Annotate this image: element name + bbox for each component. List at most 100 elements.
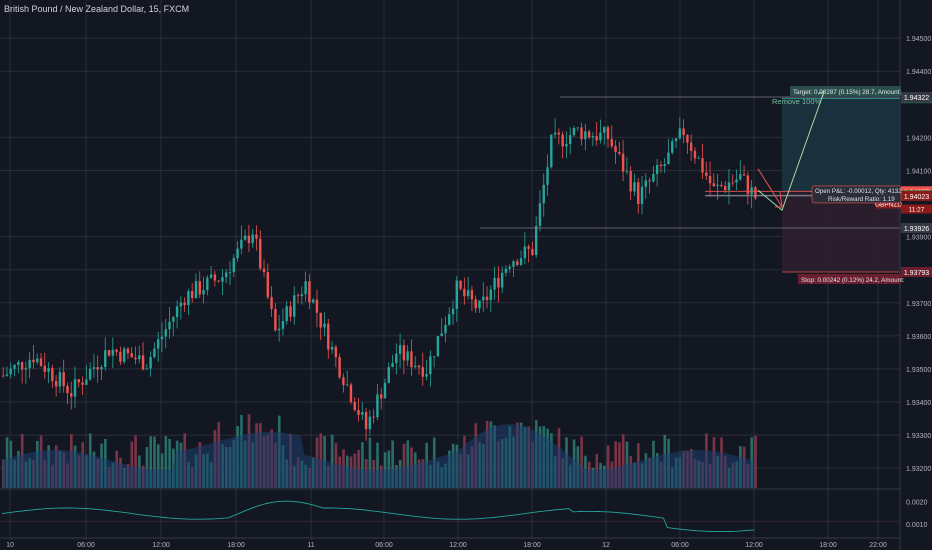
candle-body (455, 280, 458, 309)
candle-body (398, 345, 402, 354)
y-tick-label: 1.93700 (906, 301, 931, 308)
candle-body (527, 246, 530, 249)
target-label-box (790, 86, 901, 97)
candle-body (20, 362, 24, 370)
volume-bars (2, 414, 757, 488)
candle-body (5, 374, 9, 376)
candle-body (516, 261, 519, 265)
candle-body (236, 248, 239, 259)
candle-body (145, 368, 149, 370)
candle-body (191, 291, 194, 299)
stop-label-box (798, 274, 901, 285)
candle-body (141, 355, 145, 370)
candle-body (357, 410, 360, 415)
time-axis[interactable]: 10 06:00 12:00 18:00 11 06:00 12:00 18:00 12 06:0… (6, 542, 887, 549)
x-tick-label: 06:00 (671, 542, 689, 549)
candle-body (640, 186, 644, 205)
x-tick-label: 18:00 (227, 542, 245, 549)
candle-body (448, 314, 451, 325)
volume-bar (130, 441, 134, 488)
candle-body (296, 295, 300, 297)
candle-body (240, 239, 243, 249)
candle-body (122, 348, 126, 362)
candle-body (584, 131, 587, 140)
candle-body (225, 272, 228, 278)
candle-body (689, 142, 693, 151)
candle-body (391, 363, 394, 367)
candle-body (73, 379, 77, 397)
countdown-label: 11:27 (909, 207, 925, 214)
candle-body (353, 402, 356, 411)
y-tick-label: 1.94500 (906, 36, 931, 43)
pl-box (811, 185, 902, 204)
candle-body (387, 366, 390, 383)
candle-body (591, 136, 595, 138)
candle-body (739, 174, 742, 180)
y-tick-label: 1.94200 (906, 135, 931, 142)
candle-body (603, 127, 606, 133)
candle-body (17, 362, 20, 365)
volume-bar (361, 442, 364, 488)
candle-body (383, 382, 387, 399)
candle-body (493, 277, 496, 290)
candle-body (28, 359, 31, 369)
arrow-head-up (817, 90, 825, 98)
position-overlay[interactable]: Target: 0.00287 (0.15%) 28.7, Amount: Sto… (757, 86, 905, 285)
candle-body (323, 323, 326, 328)
candle-body (750, 187, 753, 195)
candle-body (213, 274, 217, 281)
candle-body (138, 355, 141, 360)
volume-bar (606, 445, 610, 488)
indicator-tick-label: 0.0010 (906, 522, 928, 529)
candle-body (327, 323, 330, 350)
candle-body (489, 289, 493, 301)
candle-body (534, 225, 538, 255)
candle-body (51, 368, 54, 382)
candle-body (39, 358, 43, 366)
candle-body (126, 348, 130, 354)
candle-body (742, 174, 746, 176)
candle-body (466, 290, 470, 297)
candle-body (697, 158, 700, 159)
candle-body (115, 349, 118, 352)
candle-body (693, 150, 697, 159)
price-axis[interactable]: 1.945001.944001.942001.941001.939001.938… (875, 0, 932, 550)
candle-body (470, 290, 474, 300)
candle-body (70, 393, 73, 397)
candle-body (451, 308, 455, 315)
candle-body (111, 349, 115, 356)
candle-body (478, 300, 481, 309)
price-tag (901, 267, 932, 278)
candle-body (663, 164, 666, 167)
candle-body (708, 175, 712, 184)
candle-body (47, 368, 50, 372)
y-tick-label: 1.93500 (906, 367, 931, 374)
remove-note: Remove 100% (772, 97, 822, 106)
candle-body (81, 382, 84, 385)
candle-body (24, 368, 28, 370)
price-tag (901, 190, 932, 201)
candle-body (432, 356, 436, 358)
candle-body (308, 281, 311, 303)
candle-body (168, 321, 171, 330)
candle-body (686, 134, 689, 143)
candle-body (561, 134, 564, 147)
indicator-pane (0, 500, 900, 533)
candle-body (720, 184, 723, 187)
x-tick-label: 22:00 (869, 542, 887, 549)
candle-body (712, 183, 716, 187)
volume-bar (580, 436, 583, 488)
candle-body (716, 184, 719, 187)
candle-body (614, 146, 617, 153)
target-zone (782, 97, 900, 192)
candle-body (587, 131, 591, 138)
candle-body (36, 358, 39, 363)
candle-body (153, 348, 156, 357)
candle-body (315, 299, 319, 313)
y-tick-label: 1.93600 (906, 334, 931, 341)
candle-body (595, 136, 598, 141)
x-tick-label: 12:00 (152, 542, 170, 549)
candle-body (410, 351, 413, 368)
candle-body (429, 356, 432, 375)
